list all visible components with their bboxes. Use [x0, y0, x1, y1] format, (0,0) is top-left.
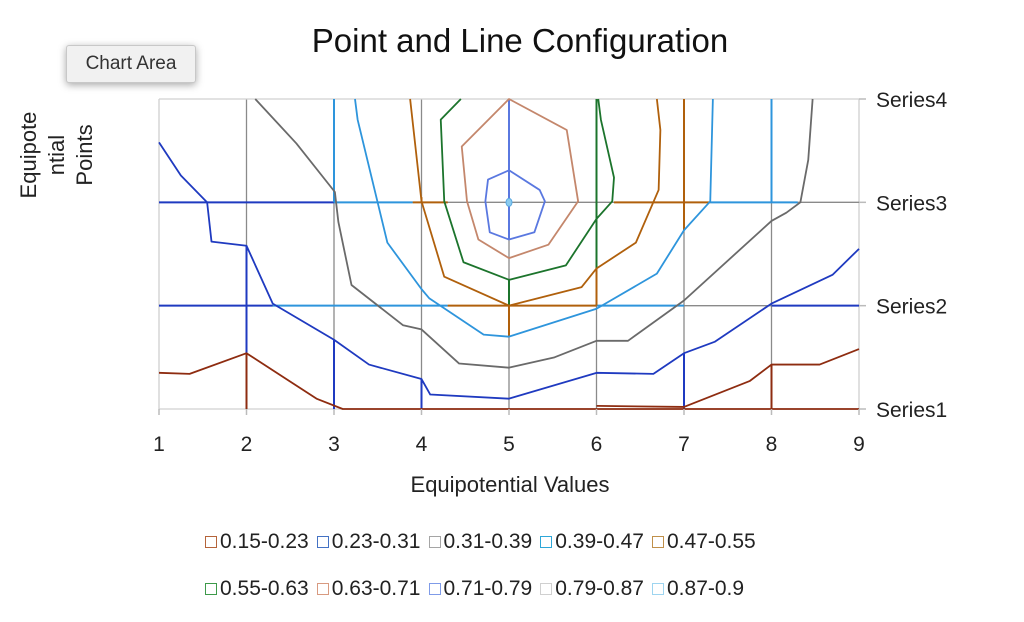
x-tick-label: 9 [853, 433, 865, 456]
grid-contour-segments [159, 99, 859, 409]
legend-swatch [205, 536, 217, 548]
legend-swatch [428, 583, 441, 595]
contour-line-0.23-0.31 [158, 141, 860, 400]
legend-item[interactable]: 0.79-0.87 [540, 574, 644, 604]
legend-item[interactable]: 0.63-0.71 [316, 574, 421, 604]
legend-label: 0.87-0.9 [667, 577, 745, 600]
legend-swatch [316, 583, 329, 595]
legend-item[interactable]: 0.15-0.23 [205, 527, 309, 557]
x-tick-label: 7 [678, 433, 690, 456]
legend[interactable]: 0.15-0.23 0.23-0.31 0.31-0.39 0.39-0.47 0.47… [205, 527, 865, 621]
y-axis-title-line: Equipote [16, 111, 41, 199]
contour-line-0.31-0.39 [254, 98, 814, 369]
legend-row: 0.55-0.63 0.63-0.71 0.71-0.79 0.79-0.87 0.87… [205, 574, 865, 604]
x-axis-title[interactable]: Equipotential Values [410, 472, 610, 497]
contour-line-0.63-0.71 [460, 98, 580, 260]
contour-line-0.71-0.79 [484, 169, 546, 241]
legend-item[interactable]: 0.47-0.55 [652, 527, 756, 557]
legend-item[interactable]: 0.71-0.79 [428, 574, 533, 604]
legend-label: 0.47-0.55 [667, 530, 756, 553]
legend-row: 0.15-0.23 0.23-0.31 0.31-0.39 0.39-0.47 0.47… [205, 527, 865, 557]
legend-label: 0.55-0.63 [220, 577, 309, 600]
y-axis-title-line: ntial [44, 134, 69, 176]
legend-label: 0.71-0.79 [443, 577, 533, 600]
legend-label: 0.39-0.47 [555, 530, 644, 553]
chart-title[interactable]: Point and Line Configuration [311, 22, 729, 59]
legend-item[interactable]: 0.31-0.39 [428, 527, 533, 557]
chart-area-tooltip: Chart Area [66, 45, 196, 83]
y-tick-label: Series1 [876, 399, 947, 422]
x-tick-label: 3 [328, 433, 340, 456]
legend-item[interactable]: 0.87-0.9 [652, 574, 744, 604]
legend-label: 0.15-0.23 [220, 530, 309, 553]
legend-swatch [205, 583, 217, 595]
x-tick-label: 5 [503, 433, 515, 456]
contour-lines [158, 98, 860, 410]
y-axis-title[interactable]: Equipote ntial Points [15, 70, 115, 240]
legend-swatch [540, 536, 553, 548]
y-tick-label: Series3 [876, 192, 947, 215]
x-tick-label: 8 [766, 433, 778, 456]
legend-label: 0.23-0.31 [331, 530, 421, 553]
legend-label: 0.31-0.39 [443, 530, 533, 553]
contour-line-0.15-0.23 [596, 348, 860, 408]
legend-swatch [652, 536, 664, 548]
legend-item[interactable]: 0.23-0.31 [316, 527, 421, 557]
legend-item[interactable]: 0.39-0.47 [540, 527, 644, 557]
x-tick-label: 4 [416, 433, 428, 456]
x-tick-label: 6 [591, 433, 603, 456]
legend-swatch [428, 536, 441, 548]
legend-swatch [540, 583, 553, 595]
contour-line-0.55-0.63 [439, 98, 615, 281]
x-tick-label: 1 [153, 433, 165, 456]
peak-point [505, 197, 513, 207]
y-axis-title-line: Points [72, 124, 97, 186]
legend-swatch [316, 536, 329, 548]
contour-line-0.47-0.55 [409, 98, 662, 307]
x-tick-label: 2 [241, 433, 253, 456]
axis-ticks: 1 2 3 4 5 6 7 8 9 Series1 Series2 Series3 Series4 [153, 89, 947, 456]
contour-line-0.15-0.23 [158, 352, 859, 410]
y-tick-label: Series2 [876, 296, 947, 319]
legend-label: 0.79-0.87 [555, 577, 644, 600]
contour-line-0.39-0.47 [354, 98, 714, 338]
legend-label: 0.63-0.71 [331, 577, 421, 600]
y-tick-label: Series4 [876, 89, 948, 112]
legend-item[interactable]: 0.55-0.63 [205, 574, 309, 604]
legend-swatch [652, 583, 664, 595]
